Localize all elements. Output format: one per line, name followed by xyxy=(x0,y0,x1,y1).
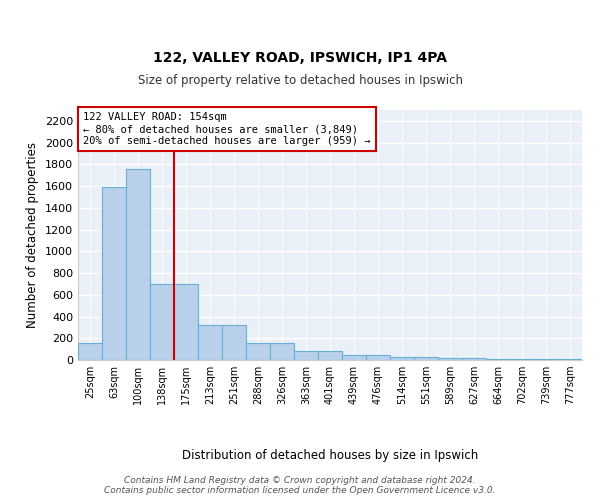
Bar xyxy=(174,284,198,360)
Bar xyxy=(78,343,102,360)
Bar xyxy=(294,351,318,360)
X-axis label: Distribution of detached houses by size in Ipswich: Distribution of detached houses by size … xyxy=(182,449,478,462)
Bar xyxy=(414,358,438,360)
Text: Size of property relative to detached houses in Ipswich: Size of property relative to detached ho… xyxy=(137,74,463,88)
Text: 122, VALLEY ROAD, IPSWICH, IP1 4PA: 122, VALLEY ROAD, IPSWICH, IP1 4PA xyxy=(153,51,447,65)
Bar xyxy=(246,343,270,360)
Bar xyxy=(318,351,342,360)
Text: 122 VALLEY ROAD: 154sqm
← 80% of detached houses are smaller (3,849)
20% of semi: 122 VALLEY ROAD: 154sqm ← 80% of detache… xyxy=(83,112,371,146)
Bar xyxy=(510,359,534,360)
Bar xyxy=(198,325,222,360)
Bar xyxy=(366,354,390,360)
Bar xyxy=(534,359,558,360)
Bar xyxy=(102,187,126,360)
Bar xyxy=(462,358,486,360)
Bar xyxy=(558,359,582,360)
Bar xyxy=(342,354,366,360)
Bar xyxy=(126,168,150,360)
Bar xyxy=(390,358,414,360)
Bar xyxy=(270,343,294,360)
Bar xyxy=(222,325,246,360)
Text: Contains HM Land Registry data © Crown copyright and database right 2024.
Contai: Contains HM Land Registry data © Crown c… xyxy=(104,476,496,495)
Y-axis label: Number of detached properties: Number of detached properties xyxy=(26,142,40,328)
Bar xyxy=(438,358,462,360)
Bar xyxy=(150,284,174,360)
Bar xyxy=(486,359,510,360)
